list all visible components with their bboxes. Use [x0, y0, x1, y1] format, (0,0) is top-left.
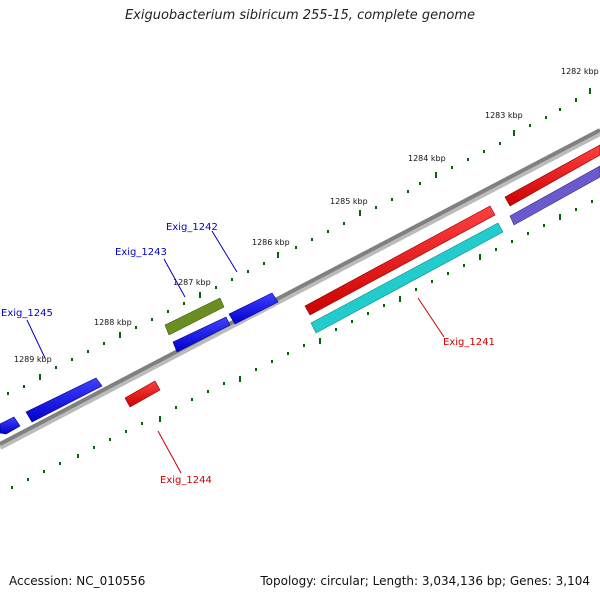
gene-label-exig-1242[interactable]: Exig_1242: [166, 222, 218, 233]
gene-exig-1245-arrow-small[interactable]: [0, 416, 21, 435]
genome-backbone-shadow: [0, 130, 600, 450]
kbp-label-1287: 1287 kbp: [173, 278, 211, 287]
gene-exig-1242-arrow[interactable]: [228, 292, 279, 325]
kbp-label-1286: 1286 kbp: [252, 238, 290, 247]
leader-exig-1242: [211, 230, 238, 273]
lower-tick-track: [11, 200, 593, 489]
gene-olive-arrow[interactable]: [164, 297, 225, 336]
leader-exig-1244: [157, 430, 182, 474]
topology-text: Topology: circular; Length: 3,034,136 bp…: [260, 574, 590, 588]
leader-exig-1245: [26, 319, 46, 359]
leader-exig-1243: [163, 258, 186, 298]
gene-red-arrow-right[interactable]: [504, 144, 600, 207]
gene-label-exig-1243[interactable]: Exig_1243: [115, 247, 167, 258]
map-title: Exiguobacterium sibiricum 255-15, comple…: [124, 8, 476, 23]
kbp-label-1285: 1285 kbp: [330, 197, 368, 206]
gene-label-exig-1245[interactable]: Exig_1245: [1, 308, 53, 319]
kbp-label-1283: 1283 kbp: [485, 111, 523, 120]
gene-exig-1244-arrow[interactable]: [124, 380, 161, 408]
genome-backbone: [0, 128, 600, 446]
kbp-label-1284: 1284 kbp: [408, 154, 446, 163]
gene-exig-1241-red-arrow[interactable]: [304, 205, 496, 316]
gene-exig-1245-arrow[interactable]: [25, 377, 103, 423]
gene-label-exig-1241[interactable]: Exig_1241: [443, 337, 495, 348]
upper-tick-track: [7, 88, 591, 395]
kbp-label-1289: 1289 kbp: [14, 355, 52, 364]
gene-exig-1241-cyan-arrow[interactable]: [310, 222, 504, 334]
gene-label-exig-1244[interactable]: Exig_1244: [160, 475, 212, 486]
leader-exig-1241: [417, 297, 445, 338]
kbp-label-1282: 1282 kbp: [561, 67, 599, 76]
accession-text: Accession: NC_010556: [9, 574, 146, 588]
gene-exig-1243-arrow[interactable]: [172, 316, 231, 353]
gene-purple-arrow[interactable]: [509, 165, 600, 226]
kbp-label-1288: 1288 kbp: [94, 318, 132, 327]
